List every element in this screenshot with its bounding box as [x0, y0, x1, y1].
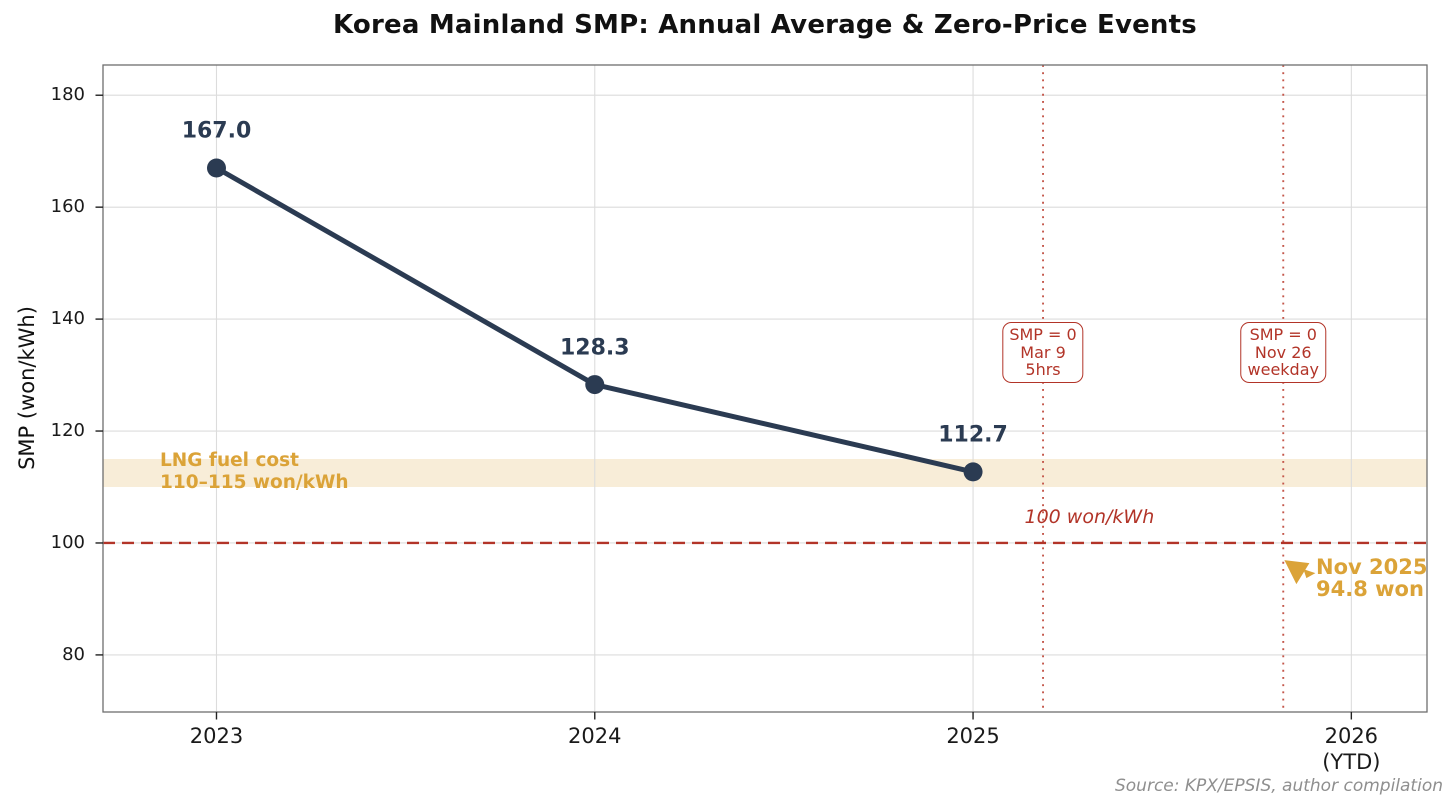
lng-band-label-line2: 110–115 won/kWh — [160, 472, 349, 493]
event-1-line2: Mar 9 — [1020, 342, 1066, 362]
event-1-line1: SMP = 0 — [1009, 325, 1077, 344]
x-tick-label: 2023 — [189, 724, 244, 748]
y-tick-label: 160 — [50, 196, 85, 218]
lng-band-label: LNG fuel cost 110–115 won/kWh — [160, 450, 349, 494]
annotation-arrow-head — [1284, 560, 1310, 585]
zero-price-event-box-1: SMP = 0 Mar 9 5hrs — [1002, 322, 1084, 383]
x-tick-label: 2026 (YTD) — [1322, 724, 1381, 774]
latest-month-label-line1: Nov 2025 — [1316, 555, 1428, 579]
y-tick-label: 180 — [50, 84, 85, 106]
point-value-label: 167.0 — [181, 118, 252, 144]
event-2-line2: Nov 26 — [1254, 342, 1312, 362]
zero-price-event-box-2: SMP = 0 Nov 26 weekday — [1240, 322, 1326, 383]
x-tick-label: 2025 — [946, 724, 1000, 748]
latest-month-label: Nov 2025 94.8 won — [1316, 555, 1428, 601]
x-tick-sublabel: (YTD) — [1322, 750, 1381, 774]
y-tick-label: 80 — [62, 643, 85, 665]
x-tick-label: 2024 — [568, 724, 622, 748]
y-tick-label: 140 — [50, 308, 85, 330]
data-point-marker — [963, 462, 983, 482]
latest-month-label-line2: 94.8 won — [1316, 576, 1424, 601]
annotation-arrow-tail — [1303, 569, 1316, 579]
event-2-line3: weekday — [1247, 360, 1319, 379]
y-tick-label: 100 — [50, 531, 85, 553]
data-point-marker — [585, 375, 605, 395]
y-tick-label: 120 — [50, 420, 85, 442]
point-value-label: 112.7 — [938, 422, 1008, 448]
chart-title: Korea Mainland SMP: Annual Average & Zer… — [333, 10, 1197, 40]
event-2-line1: SMP = 0 — [1249, 325, 1317, 344]
lng-cost-band — [103, 459, 1427, 488]
y-axis-label: SMP (won/kWh) — [15, 306, 39, 470]
lng-band-label-line1: LNG fuel cost — [160, 450, 299, 471]
point-value-label: 128.3 — [559, 335, 630, 361]
data-point-marker — [206, 158, 226, 178]
price-floor-label: 100 won/kWh — [1024, 505, 1155, 528]
event-1-line3: 5hrs — [1025, 360, 1061, 379]
source-note: Source: KPX/EPSIS, author compilation — [1114, 776, 1443, 796]
axis-spine — [102, 64, 1428, 713]
